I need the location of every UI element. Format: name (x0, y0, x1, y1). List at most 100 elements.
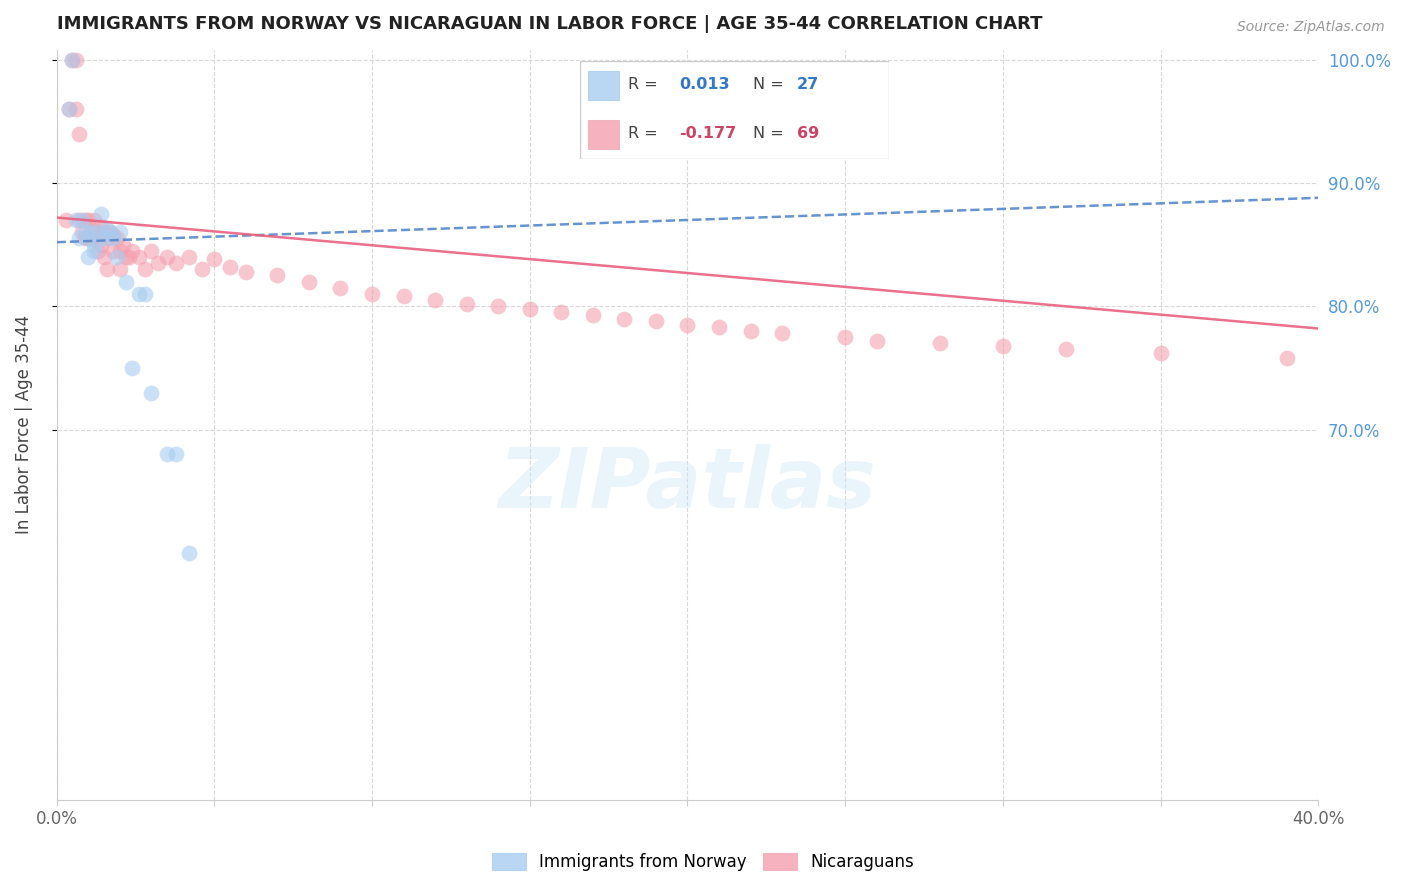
Text: ZIPatlas: ZIPatlas (499, 444, 876, 525)
Point (98, 225, 121, 239)
Point (77, 231, 100, 245)
Point (60, 53, 83, 67)
Legend: Immigrants from Norway, Nicaraguans: Immigrants from Norway, Nicaraguans (484, 845, 922, 880)
Point (90, 237, 112, 252)
Point (93, 250, 115, 264)
Point (103, 244, 125, 258)
Point (108, 225, 131, 239)
Point (177, 546, 200, 560)
Point (80, 225, 103, 239)
Point (166, 256, 188, 270)
Point (67, 231, 90, 245)
Point (93, 231, 115, 245)
Point (645, 314, 668, 328)
Point (329, 281, 352, 295)
Point (96, 262, 118, 277)
Point (707, 320, 730, 334)
Point (83, 244, 105, 258)
Point (67, 127, 90, 141)
Point (128, 250, 150, 264)
Point (141, 244, 163, 258)
Point (65, 213, 87, 227)
Point (67, 213, 90, 227)
Point (486, 299, 509, 313)
Point (103, 231, 125, 245)
Text: Source: ZipAtlas.com: Source: ZipAtlas.com (1237, 20, 1385, 34)
Point (83, 231, 105, 245)
Point (83, 213, 105, 227)
Point (146, 256, 169, 270)
Point (118, 250, 141, 264)
Point (166, 447, 188, 461)
Point (550, 305, 572, 319)
Point (98, 225, 121, 239)
Point (103, 227, 125, 242)
Point (141, 385, 163, 400)
Point (80, 231, 103, 245)
Point (65, 53, 87, 67)
Point (1149, 346, 1171, 360)
Point (134, 287, 156, 301)
Point (86, 225, 108, 239)
Point (235, 265, 257, 279)
Point (266, 268, 288, 283)
Text: IMMIGRANTS FROM NORWAY VS NICARAGUAN IN LABOR FORCE | AGE 35-44 CORRELATION CHAR: IMMIGRANTS FROM NORWAY VS NICARAGUAN IN … (56, 15, 1042, 33)
Point (298, 275, 321, 289)
Point (121, 244, 143, 258)
Point (58, 102, 80, 116)
Point (108, 244, 131, 258)
Point (77, 231, 100, 245)
Point (105, 250, 128, 264)
Point (93, 225, 115, 239)
Point (456, 297, 478, 311)
Point (73, 213, 96, 227)
Point (676, 318, 699, 332)
Point (519, 301, 541, 316)
Point (108, 262, 131, 277)
Point (55, 213, 77, 227)
Point (613, 311, 636, 326)
Point (80, 225, 103, 239)
Point (423, 293, 446, 307)
Point (65, 102, 87, 116)
Point (582, 308, 605, 322)
Point (111, 237, 134, 252)
Point (73, 225, 96, 239)
Point (219, 260, 242, 274)
Point (70, 213, 93, 227)
Point (156, 250, 179, 264)
Point (83, 237, 105, 252)
Point (73, 231, 96, 245)
Point (70, 225, 93, 239)
Point (134, 262, 156, 277)
Point (991, 339, 1014, 353)
Point (90, 207, 112, 221)
Point (156, 447, 179, 461)
Point (96, 221, 118, 235)
Point (177, 250, 200, 264)
Point (834, 330, 856, 344)
Point (105, 231, 128, 245)
Point (115, 250, 138, 264)
Point (361, 287, 384, 301)
Point (77, 250, 100, 264)
Point (86, 244, 108, 258)
Point (202, 252, 225, 267)
Point (90, 219, 112, 234)
Point (190, 262, 212, 277)
Point (392, 289, 415, 303)
Point (86, 225, 108, 239)
Point (128, 287, 150, 301)
Point (1275, 351, 1298, 365)
Point (115, 275, 138, 289)
Point (121, 361, 143, 376)
Y-axis label: In Labor Force | Age 35-44: In Labor Force | Age 35-44 (15, 315, 32, 534)
Point (77, 213, 100, 227)
Point (58, 102, 80, 116)
Point (928, 336, 950, 351)
Point (60, 53, 83, 67)
Point (770, 326, 793, 341)
Point (740, 324, 762, 338)
Point (866, 334, 889, 348)
Point (96, 231, 118, 245)
